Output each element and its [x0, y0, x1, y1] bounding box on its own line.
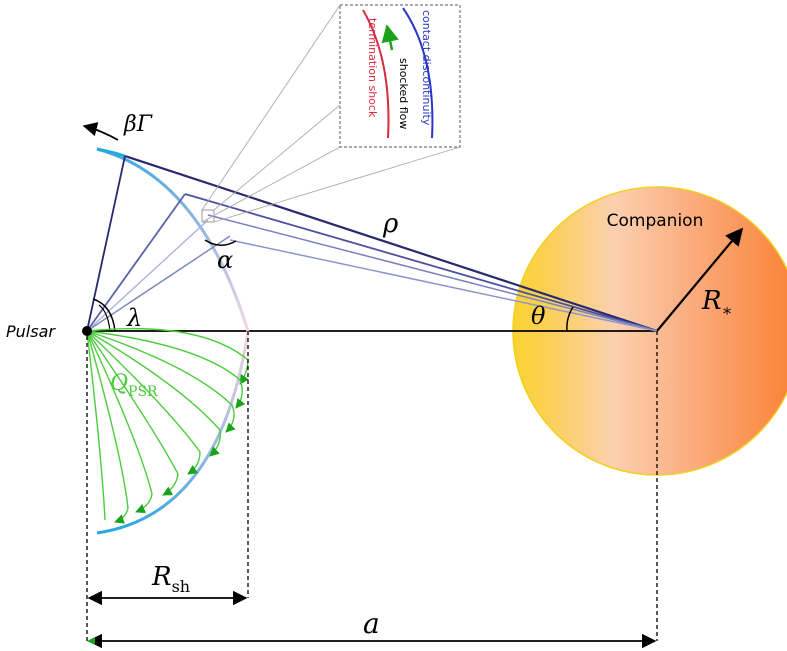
- pulsar-label: Pulsar: [6, 322, 56, 341]
- inset-termination-shock-curve: [362, 9, 390, 139]
- separation-left-green-tip: [87, 637, 95, 645]
- pulsar-dot: [82, 326, 92, 336]
- inset-shocked-flow-label: shocked flow: [397, 58, 410, 129]
- shock-arc-lower: [96, 330, 250, 535]
- theta-label: θ: [531, 302, 546, 330]
- shock-arc-upper: [96, 147, 250, 332]
- companion-label: Companion: [607, 211, 704, 231]
- companion-ray-3: [207, 214, 658, 332]
- alpha-angle-arc: [204, 239, 237, 246]
- lambda-angle-arc-2: [98, 304, 111, 332]
- companion-ray-2: [184, 193, 658, 332]
- pulsar-ray-1: [86, 155, 126, 332]
- inset-termination-shock-label: termination shock: [366, 18, 379, 118]
- zoom-source-box: [201, 209, 215, 223]
- lambda-angle-arc: [92, 298, 116, 332]
- pulsar-wind-streamlines: [86, 327, 249, 524]
- alpha-label: α: [217, 246, 233, 274]
- pulsar-ray-3: [86, 235, 231, 332]
- companion-radius-arrow: [656, 227, 744, 332]
- pulsar-ray-4: [86, 219, 209, 332]
- pulsar-ray-2: [86, 193, 186, 332]
- lambda-label: λ: [126, 304, 142, 332]
- companion-ray-1: [124, 154, 658, 333]
- r-star-label: R∗: [701, 286, 732, 320]
- theta-angle-arc: [566, 306, 574, 332]
- inset-box: [339, 4, 461, 148]
- a-label: a: [363, 607, 380, 640]
- inset-contact-discontinuity-label: contact discontinuity: [420, 10, 433, 126]
- beta-gamma-arrow: [82, 122, 119, 141]
- r-sh-label: Rsh: [151, 562, 190, 596]
- companion-ray-4: [229, 239, 658, 332]
- q-psr-label: QPSR: [110, 371, 158, 400]
- inset-contact-discontinuity-curve: [402, 7, 434, 139]
- beta-gamma-label: βΓ: [123, 112, 153, 137]
- shock-arc-top-end: [96, 147, 126, 158]
- inset-shocked-flow-arrow: [381, 24, 399, 51]
- rho-label: ρ: [382, 209, 399, 239]
